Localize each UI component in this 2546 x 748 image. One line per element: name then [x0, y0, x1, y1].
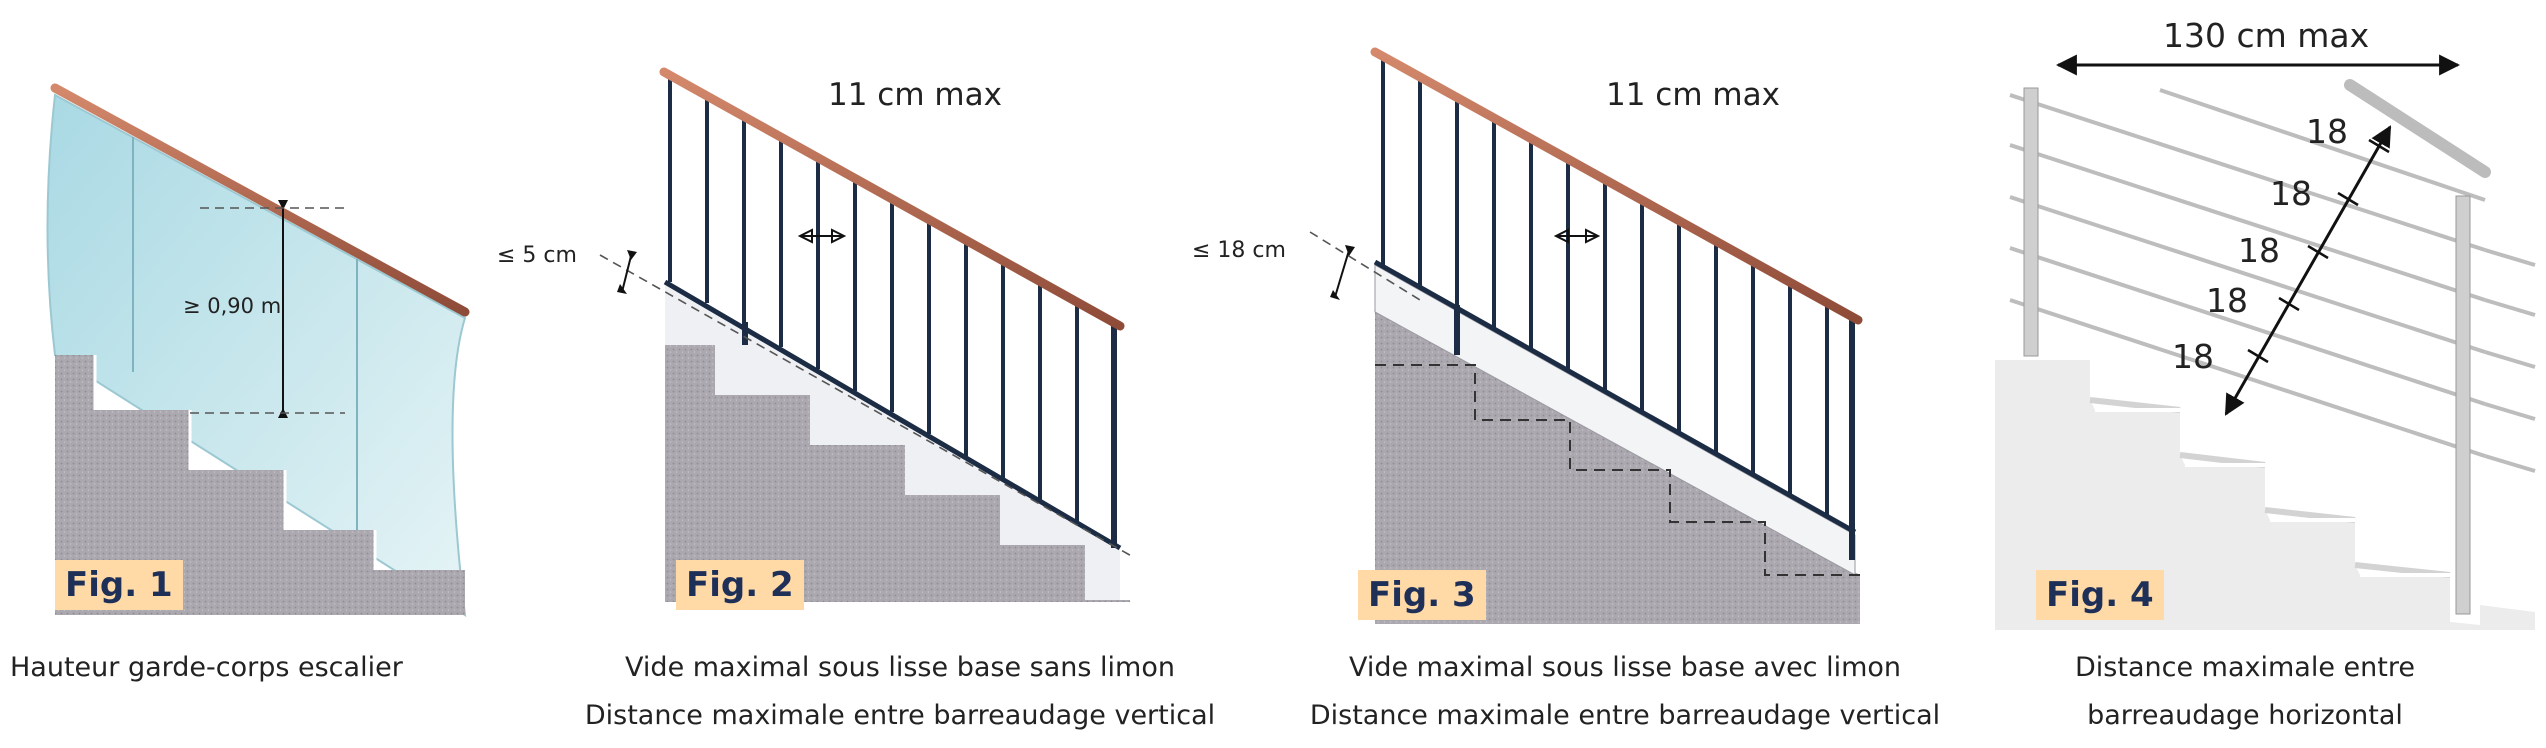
- fig4-spacing-label: 18: [2172, 337, 2214, 376]
- fig2-badge: Fig. 2: [676, 560, 804, 610]
- stair-stone: [55, 355, 465, 615]
- stair-steps: [1995, 358, 2535, 630]
- stair-stone: [665, 345, 1130, 602]
- right-post: [2455, 195, 2471, 615]
- vertical-balusters: [668, 76, 1117, 548]
- figure-2-railing-no-stringer: 11 cm max ≤ 5 cm: [497, 67, 1136, 602]
- bottom-rail: [663, 279, 1122, 551]
- fig3-gap-label: ≤ 18 cm: [1192, 238, 1286, 263]
- fig4-spacing-label: 18: [2206, 281, 2248, 320]
- handrail: [2344, 79, 2491, 178]
- fig4-width-label: 130 cm max: [2163, 16, 2369, 55]
- fig3-caption: Vide maximal sous lisse base avec limon …: [1285, 644, 1965, 740]
- fig2-spacing-label: 11 cm max: [828, 77, 1002, 113]
- fig4-caption: Distance maximale entre barreaudage hori…: [2025, 644, 2465, 740]
- caption-line: Vide maximal sous lisse base avec limon: [1348, 652, 1902, 683]
- fig1-caption: Hauteur garde-corps escalier: [10, 644, 440, 692]
- caption-line: barreaudage horizontal: [2087, 700, 2403, 731]
- handrail: [50, 83, 470, 317]
- fig4-spacing-label: 18: [2238, 231, 2280, 270]
- fig3-badge: Fig. 3: [1358, 570, 1486, 620]
- figure-3-railing-with-stringer: 11 cm max ≤ 18 cm: [1192, 47, 1863, 624]
- handrail: [1370, 47, 1863, 325]
- bottom-rail: [1373, 259, 1857, 535]
- fig4-spacing-label: 18: [2270, 174, 2312, 213]
- caption-line: Vide maximal sous lisse base sans limon: [625, 652, 1175, 683]
- fig1-badge: Fig. 1: [55, 560, 183, 610]
- fig4-spacing-label: 18: [2306, 112, 2348, 151]
- fig2-gap-label: ≤ 5 cm: [497, 243, 577, 268]
- fig4-badge: Fig. 4: [2036, 570, 2164, 620]
- stair-stone: [1375, 312, 1860, 624]
- left-post: [2023, 87, 2039, 357]
- fig3-spacing-label: 11 cm max: [1606, 77, 1780, 113]
- fig2-caption: Vide maximal sous lisse base sans limon …: [560, 644, 1240, 740]
- caption-line: Hauteur garde-corps escalier: [10, 652, 403, 683]
- handrail: [659, 67, 1125, 331]
- figure-4-horizontal-bars: 130 cm max 18 18 18 18 18: [1995, 16, 2536, 630]
- caption-line: Distance maximale entre: [2075, 652, 2415, 683]
- caption-line: Distance maximale entre barreaudage vert…: [1309, 700, 1941, 731]
- caption-line: Distance maximale entre barreaudage vert…: [584, 700, 1216, 731]
- vertical-balusters: [1381, 56, 1855, 560]
- fig1-dimension-label: ≥ 0,90 m: [183, 294, 281, 318]
- hidden-steps: [1375, 364, 1860, 576]
- figure-1-glass-balustrade: ≥ 0,90 m: [46, 83, 470, 617]
- under-rail-gap: [665, 282, 1120, 600]
